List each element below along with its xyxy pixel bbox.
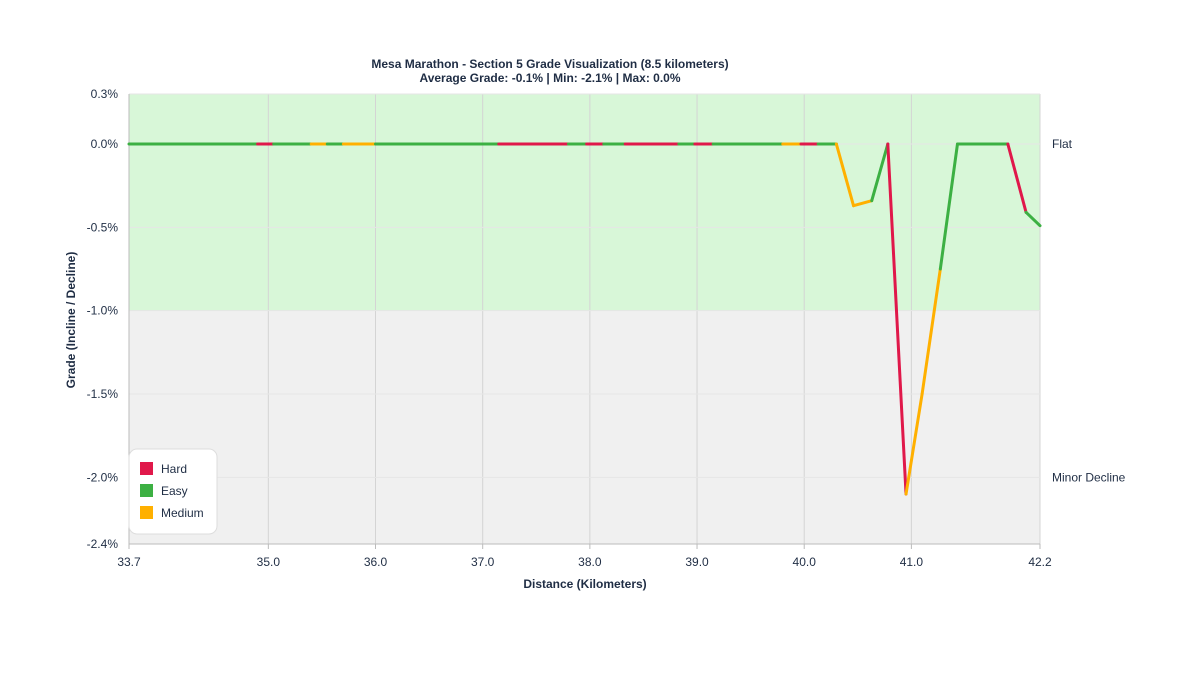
x-tick-label: 41.0 — [900, 555, 924, 569]
x-tick-label: 35.0 — [257, 555, 281, 569]
legend-label-easy: Easy — [161, 484, 188, 498]
x-tick-label: 36.0 — [364, 555, 388, 569]
y-tick-label: -0.5% — [87, 220, 119, 234]
x-tick-label: 33.7 — [117, 555, 141, 569]
chart-subtitle: Average Grade: -0.1% | Min: -2.1% | Max:… — [419, 71, 680, 85]
grade-segment-hard — [886, 142, 908, 496]
legend: Hard Easy Medium — [128, 448, 218, 535]
band-label-flat: Flat — [1052, 137, 1073, 151]
y-tick-label: -1.0% — [87, 304, 119, 318]
band-minor-decline — [129, 310, 1040, 544]
legend-label-hard: Hard — [161, 462, 187, 476]
band-flat — [129, 94, 1040, 311]
x-tick-label: 38.0 — [578, 555, 602, 569]
band-label-minor-decline: Minor Decline — [1052, 470, 1126, 484]
y-tick-label: -1.5% — [87, 387, 119, 401]
grade-segment-medium — [920, 267, 942, 396]
legend-swatch-medium — [140, 506, 153, 519]
y-axis-label: Grade (Incline / Decline) — [64, 252, 78, 389]
grade-segment-medium — [834, 142, 856, 208]
x-tick-label: 37.0 — [471, 555, 495, 569]
x-tick-label: 42.2 — [1028, 555, 1052, 569]
chart-title: Mesa Marathon - Section 5 Grade Visualiz… — [371, 57, 728, 71]
grade-segment-easy — [938, 142, 959, 271]
grade-segment-easy — [870, 142, 890, 203]
grade-segment-medium — [904, 392, 924, 496]
y-tick-label: -2.4% — [87, 537, 119, 551]
grade-segment-medium — [852, 199, 874, 208]
x-axis-label: Distance (Kilometers) — [523, 577, 646, 591]
y-tick-label: 0.3% — [91, 87, 119, 101]
x-tick-label: 40.0 — [793, 555, 817, 569]
y-tick-label: 0.0% — [91, 137, 119, 151]
legend-label-medium: Medium — [161, 506, 204, 520]
grade-segment-easy — [1024, 210, 1042, 228]
x-tick-label: 39.0 — [685, 555, 709, 569]
legend-swatch-hard — [140, 462, 153, 475]
y-tick-label: -2.0% — [87, 470, 119, 484]
grade-segment-hard — [1006, 142, 1028, 214]
legend-swatch-easy — [140, 484, 153, 497]
band-layer — [129, 94, 1040, 544]
axis-layer: 33.7 35.0 36.0 37.0 38.0 39.0 40.0 41.0 42.2 0.3%… — [87, 87, 1052, 569]
series-layer — [127, 142, 1042, 496]
